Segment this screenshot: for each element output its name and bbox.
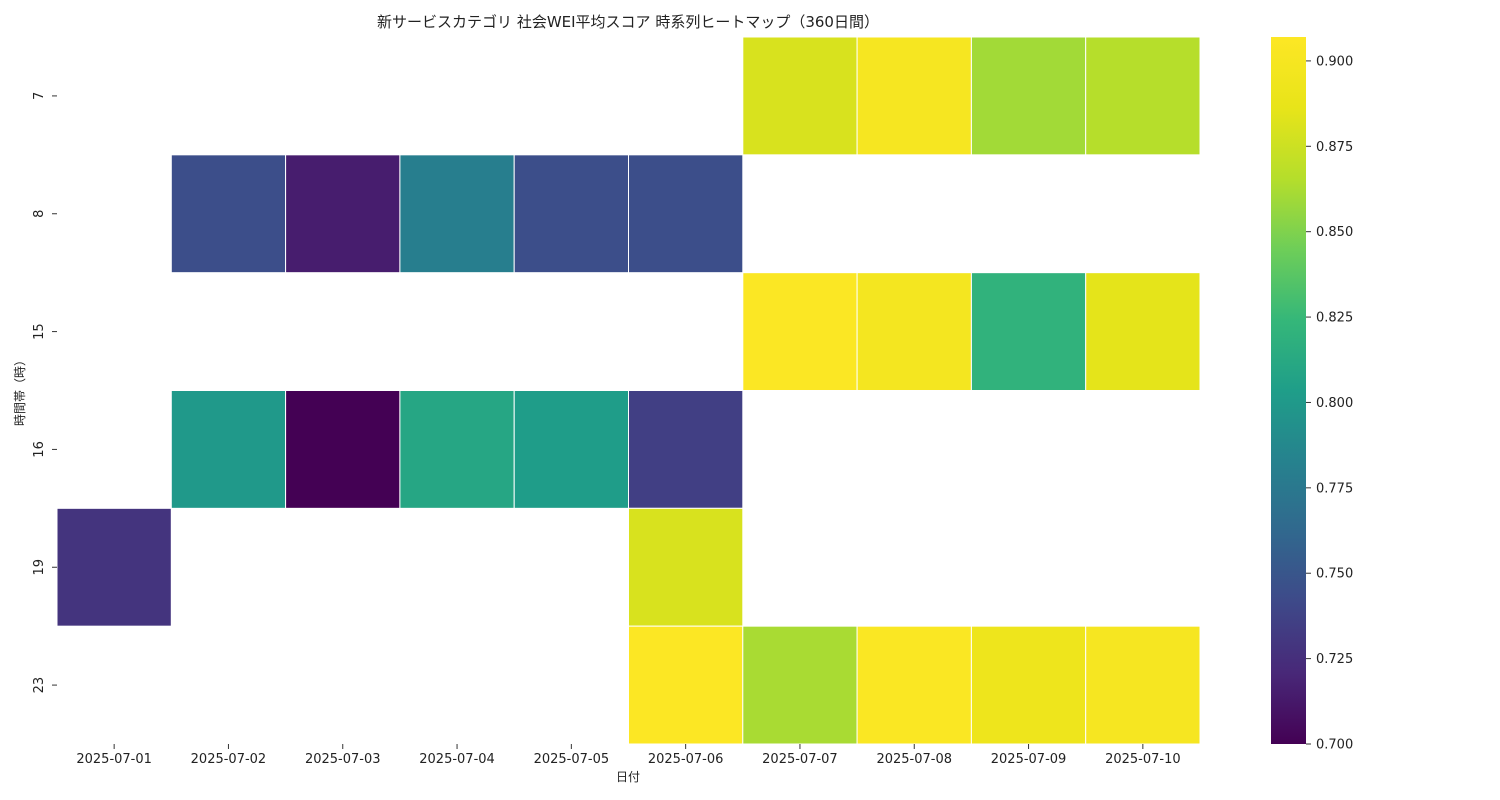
y-tick-label: 23 — [32, 677, 47, 694]
y-tick-label: 19 — [32, 559, 47, 576]
x-tick-label: 2025-07-09 — [991, 752, 1067, 767]
heatmap-cell — [399, 390, 515, 509]
heatmap-cell — [56, 507, 172, 627]
y-tick-label: 8 — [32, 210, 47, 218]
x-axis-label: 日付 — [616, 770, 640, 784]
heatmap-cell — [513, 390, 630, 509]
x-tick-label: 2025-07-01 — [76, 752, 152, 767]
heatmap-cell — [628, 390, 744, 509]
colorbar-tick-label: 0.700 — [1316, 738, 1353, 753]
heatmap-cell — [399, 154, 515, 274]
colorbar — [1271, 37, 1306, 744]
heatmap-cell — [970, 272, 1087, 391]
chart-title: 新サービスカテゴリ 社会WEI平均スコア 時系列ヒートマップ（360日間） — [377, 13, 879, 31]
y-tick-label: 16 — [32, 441, 47, 458]
heatmap-cell — [970, 36, 1087, 156]
heatmap-cell — [970, 625, 1087, 745]
heatmap-cell — [170, 154, 287, 274]
colorbar-tick-label: 0.750 — [1316, 567, 1353, 582]
colorbar-tick-label: 0.875 — [1316, 140, 1353, 155]
colorbar-tick-label: 0.800 — [1316, 396, 1353, 411]
heatmap-cell — [628, 625, 744, 745]
x-tick-label: 2025-07-04 — [419, 752, 495, 767]
heatmap-cell — [742, 36, 858, 156]
heatmap-cells — [56, 36, 1201, 745]
heatmap-cell — [856, 272, 972, 391]
y-axis-label: 時間帯（時） — [13, 354, 27, 426]
heatmap-cell — [742, 272, 858, 391]
colorbar-tick-label: 0.900 — [1316, 54, 1353, 69]
heatmap-cell — [1085, 625, 1201, 745]
x-tick-label: 2025-07-08 — [876, 752, 952, 767]
x-tick-label: 2025-07-10 — [1105, 752, 1181, 767]
heatmap-cell — [1085, 36, 1201, 156]
heatmap-cell — [285, 154, 401, 274]
x-tick-label: 2025-07-06 — [648, 752, 724, 767]
heatmap-cell — [856, 625, 972, 745]
y-axis: 7 8 15 16 19 23 — [32, 92, 57, 694]
heatmap-cell — [856, 36, 972, 156]
colorbar-tick-label: 0.775 — [1316, 481, 1353, 496]
heatmap-cell — [1085, 272, 1201, 391]
x-axis: 2025-07-01 2025-07-02 2025-07-03 2025-07-04… — [76, 744, 1181, 767]
heatmap-cell — [628, 154, 744, 274]
heatmap-cell — [170, 390, 287, 509]
colorbar-tick-label: 0.850 — [1316, 225, 1353, 240]
x-tick-label: 2025-07-07 — [762, 752, 838, 767]
heatmap-cell — [628, 507, 744, 627]
colorbar-ticks: 0.700 0.725 0.750 0.775 0.800 0.825 0.850 0.875… — [1306, 54, 1353, 753]
y-tick-label: 7 — [32, 92, 47, 100]
x-tick-label: 2025-07-03 — [305, 752, 381, 767]
y-tick-label: 15 — [32, 323, 47, 340]
x-tick-label: 2025-07-05 — [534, 752, 610, 767]
colorbar-tick-label: 0.725 — [1316, 652, 1353, 667]
heatmap-cell — [285, 390, 401, 509]
colorbar-tick-label: 0.825 — [1316, 311, 1353, 326]
heatmap-cell — [742, 625, 858, 745]
x-tick-label: 2025-07-02 — [191, 752, 267, 767]
heatmap-cell — [513, 154, 630, 274]
